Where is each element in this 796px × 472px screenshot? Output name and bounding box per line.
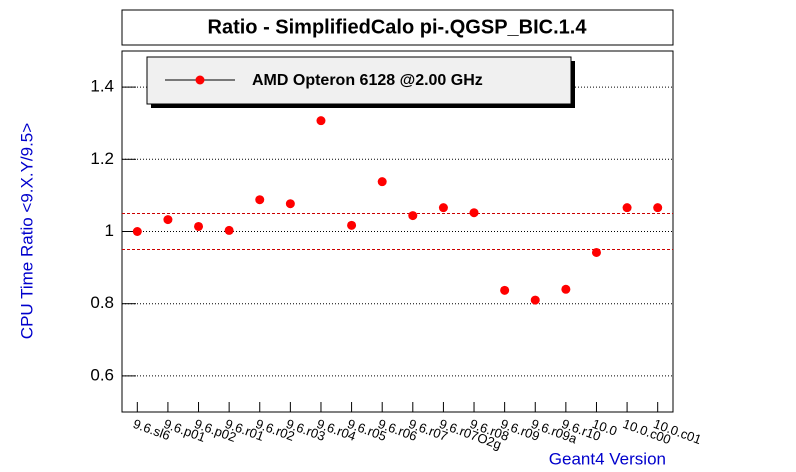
data-point: [469, 208, 479, 218]
x-axis-label: Geant4 Version: [549, 449, 666, 468]
data-point: [163, 215, 173, 225]
data-point: [224, 225, 234, 235]
data-point: [255, 195, 265, 205]
y-tick-label: 1.2: [90, 149, 114, 168]
data-point: [561, 284, 571, 294]
data-point: [347, 220, 357, 230]
title-box: [121, 9, 674, 46]
data-point: [500, 285, 510, 295]
legend-marker: [195, 75, 205, 85]
data-point: [408, 211, 418, 221]
data-point: [622, 203, 632, 213]
y-tick-label: 0.8: [90, 293, 114, 312]
data-point: [316, 116, 326, 126]
data-point: [132, 227, 142, 236]
legend-label: AMD Opteron 6128 @2.00 GHz: [252, 72, 483, 89]
data-point: [530, 295, 540, 305]
chart-title: Ratio - SimplifiedCalo pi-.QGSP_BIC.1.4: [208, 16, 588, 38]
data-point: [653, 203, 663, 213]
data-point: [285, 199, 295, 209]
y-tick-label: 1: [105, 221, 114, 240]
data-point: [591, 247, 601, 257]
y-axis-label: CPU Time Ratio <9.X.Y/9.5>: [17, 123, 36, 339]
data-point: [194, 221, 204, 231]
y-tick-label: 0.6: [90, 365, 114, 384]
data-point: [377, 177, 387, 187]
data-point: [438, 203, 448, 213]
y-tick-label: 1.4: [90, 77, 114, 96]
